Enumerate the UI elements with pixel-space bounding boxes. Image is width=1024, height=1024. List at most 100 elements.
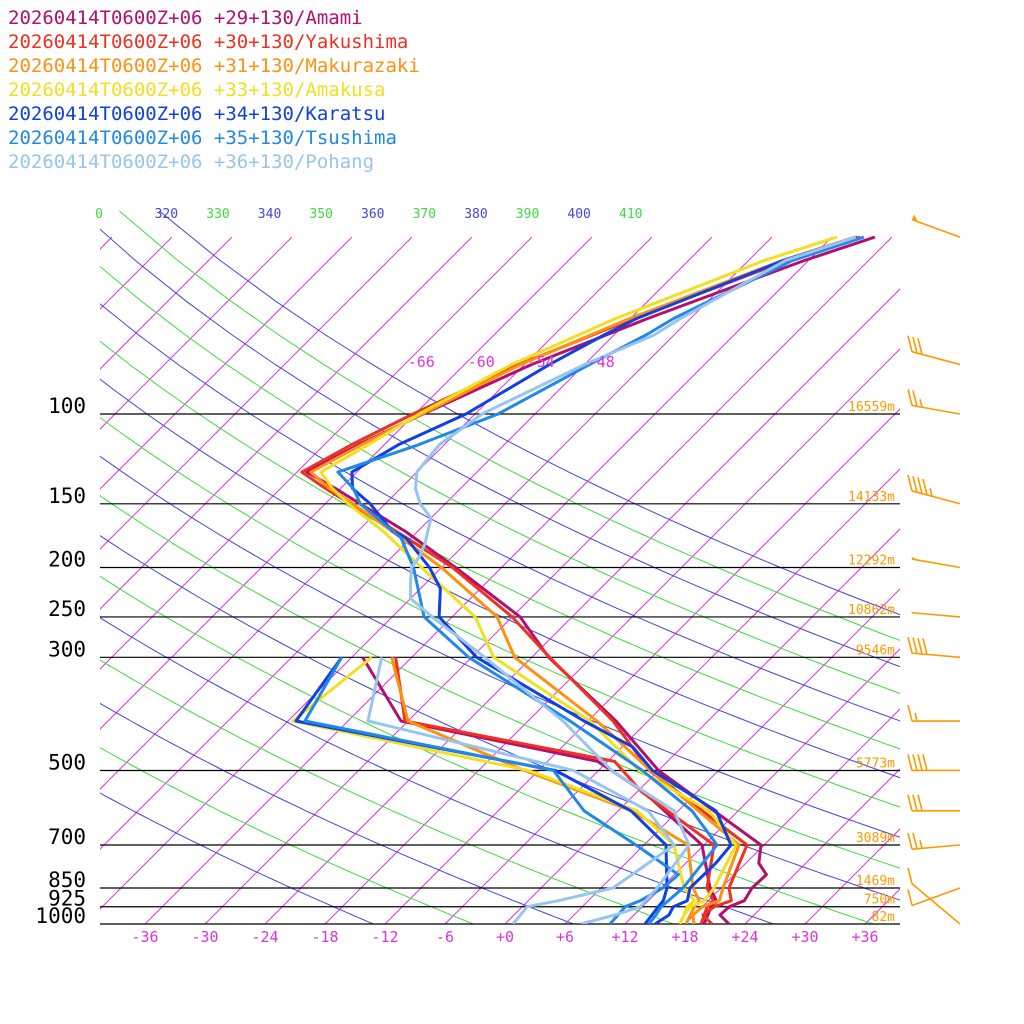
isotherm-line — [204, 236, 893, 924]
theta-label: 330 — [206, 207, 229, 222]
height-label: 5773m — [856, 756, 895, 771]
temperature-tick: +0 — [496, 928, 514, 946]
temperature-tick: -6 — [436, 928, 454, 946]
isotherm-line — [744, 768, 900, 924]
theta-label: 0 — [95, 207, 103, 222]
height-label: 14133m — [848, 490, 895, 505]
adiabat-line — [100, 747, 474, 924]
wind-barb — [907, 389, 961, 415]
wind-barb — [907, 335, 961, 366]
legend-entry: 20260414T0600Z+06 +35+130/Tsushima — [8, 127, 397, 149]
isotherm-line — [324, 348, 900, 924]
theta-label: 340 — [258, 207, 281, 222]
height-label: 750m — [864, 893, 895, 908]
legend-entry: 20260414T0600Z+06 +31+130/Makurazaki — [8, 55, 420, 77]
legend: 20260414T0600Z+06 +29+130/Amami20260414T… — [8, 7, 420, 173]
pressure-label-100: 100 — [48, 394, 86, 418]
temperature-line-0 — [305, 235, 876, 924]
pressure-label-925: 925 — [48, 887, 86, 911]
isotherm-line — [100, 236, 413, 550]
isotherm-line — [444, 468, 900, 924]
adiabat-line — [100, 792, 374, 924]
wind-barb — [910, 611, 961, 618]
theta-label: 370 — [413, 207, 436, 222]
isotherm-line — [684, 708, 900, 924]
wind-barb — [907, 887, 961, 907]
pressure-label-250: 250 — [48, 597, 86, 621]
theta-label: 350 — [309, 207, 332, 222]
temperature-tick: -12 — [371, 928, 398, 946]
isotherm-line — [925, 237, 1024, 924]
wind-barb — [907, 867, 961, 925]
height-label: 1469m — [856, 874, 895, 889]
wind-barbs — [907, 214, 961, 925]
isotherm-line — [100, 236, 713, 850]
height-label: 10862m — [848, 603, 895, 618]
dewpoint-line-5 — [303, 656, 680, 924]
wind-barb — [907, 474, 961, 505]
isotherm-line — [624, 648, 900, 924]
isotherm-line — [100, 236, 353, 490]
isotherm-line — [100, 236, 293, 430]
isotherm-line — [100, 236, 233, 370]
dewpoint-line-3 — [291, 656, 696, 924]
isotherm-line — [985, 237, 1024, 924]
pressure-label-150: 150 — [48, 484, 86, 508]
theta-label: 410 — [619, 207, 642, 222]
wind-barb — [907, 636, 961, 659]
isotherm-line — [100, 236, 593, 730]
wind-barb — [907, 794, 960, 812]
temperature-tick: +12 — [611, 928, 638, 946]
temperature-tick: -24 — [251, 928, 278, 946]
temperature-tick: +6 — [556, 928, 574, 946]
wind-barb — [911, 556, 961, 569]
legend-entry: 20260414T0600Z+06 +36+130/Pohang — [8, 151, 374, 173]
adiabat-line — [100, 659, 674, 924]
isotherm-line — [100, 236, 113, 250]
temperature-line-4 — [350, 235, 858, 924]
pressure-label-500: 500 — [48, 750, 86, 774]
isotherm-line — [864, 888, 900, 924]
dewpoint-line-0 — [361, 656, 718, 924]
height-label: 16559m — [848, 400, 895, 415]
theta-label: 360 — [361, 207, 384, 222]
legend-entry: 20260414T0600Z+06 +34+130/Karatsu — [8, 103, 386, 125]
height-label: 12292m — [848, 554, 895, 569]
adiabat-line — [100, 702, 574, 924]
theta-label: 390 — [516, 207, 539, 222]
temperature-tick: +30 — [791, 928, 818, 946]
isotherm-top-label: -66 — [408, 353, 435, 371]
legend-entry: 20260414T0600Z+06 +33+130/Amakusa — [8, 79, 386, 101]
sounding-series — [291, 235, 876, 924]
temperature-line-3 — [319, 235, 838, 924]
legend-entry: 20260414T0600Z+06 +30+130/Yakushima — [8, 31, 408, 53]
temperature-tick: +24 — [731, 928, 758, 946]
pressure-label-850: 850 — [48, 868, 86, 892]
isotherm-line — [144, 236, 833, 924]
height-label: 9546m — [856, 643, 895, 658]
legend-entry: 20260414T0600Z+06 +29+130/Amami — [8, 7, 363, 29]
temperature-tick: +18 — [671, 928, 698, 946]
temperature-tick: -30 — [191, 928, 218, 946]
isotherm-line — [384, 408, 900, 924]
isotherm-line — [100, 236, 653, 790]
wind-barb — [911, 214, 961, 238]
pressure-label-1000: 1000 — [35, 904, 86, 928]
isotherm-line — [0, 237, 52, 924]
wind-barb — [907, 832, 961, 850]
wind-barb — [907, 754, 960, 772]
pressure-label-200: 200 — [48, 548, 86, 572]
isotherm-top-label: -60 — [468, 353, 495, 371]
temperature-line-2 — [309, 235, 856, 924]
theta-label: 400 — [567, 207, 590, 222]
temperature-tick: -36 — [131, 928, 158, 946]
height-label: 3089m — [856, 831, 895, 846]
theta-label: 320 — [155, 207, 178, 222]
isotherm-line — [264, 288, 900, 924]
isotherm-top-label: -54 — [528, 353, 555, 371]
pressure-label-300: 300 — [48, 637, 86, 661]
dewpoint-line-6 — [366, 656, 676, 924]
isotherm-line — [100, 236, 533, 670]
isotherm-line — [564, 588, 900, 924]
